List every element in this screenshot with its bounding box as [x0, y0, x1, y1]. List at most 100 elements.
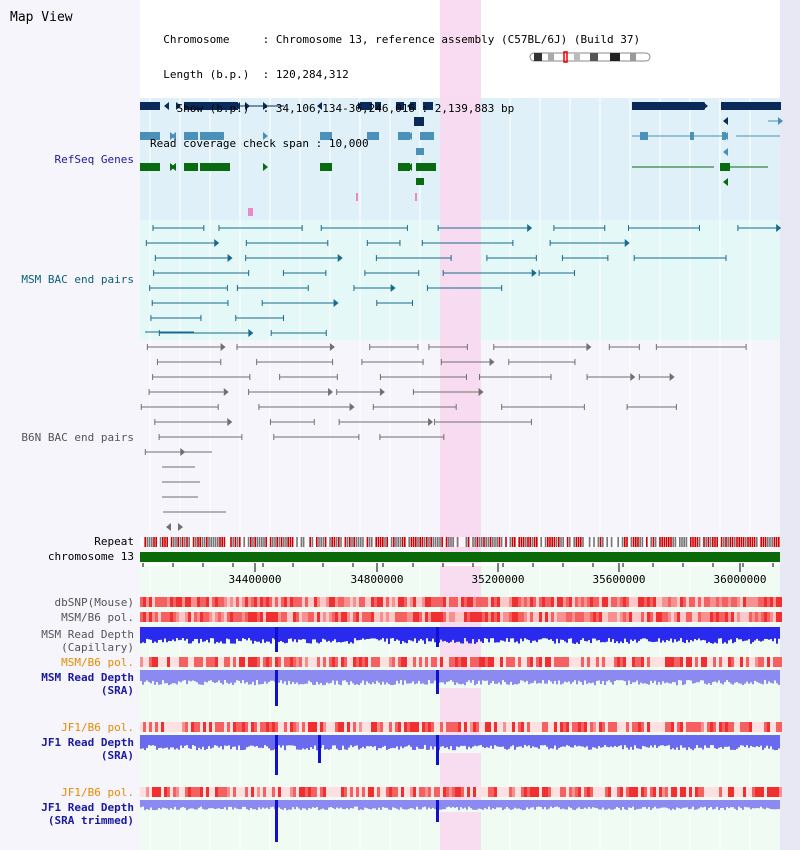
polymorphism-cell: [365, 612, 368, 622]
depth-bar: [474, 670, 476, 686]
repeat-mark: [269, 537, 272, 547]
polymorphism-cell: [671, 597, 674, 607]
polymorphism-cell: [341, 787, 344, 797]
depth-bar: [778, 627, 780, 639]
polymorphism-cell: [236, 657, 239, 667]
depth-bar: [642, 800, 644, 808]
depth-bar: [148, 670, 150, 683]
depth-bar: [316, 800, 318, 808]
depth-bar: [292, 800, 294, 808]
polymorphism-cell: [557, 657, 560, 667]
depth-bar: [422, 670, 424, 684]
depth-bar: [192, 670, 194, 681]
depth-bar: [334, 670, 336, 685]
bac-end-arrow: [624, 239, 630, 247]
depth-bar: [768, 735, 770, 749]
polymorphism-cell: [566, 787, 569, 797]
bac-end-arrow: [527, 224, 533, 232]
depth-bar: [302, 627, 304, 639]
polymorphism-cell: [455, 597, 458, 607]
repeat-mark: [283, 537, 285, 547]
polymorphism-cell: [575, 612, 578, 622]
depth-bar: [200, 735, 202, 750]
polymorphism-cell: [494, 612, 497, 622]
depth-bar: [746, 735, 748, 746]
label-b6n-bac-end-pairs[interactable]: B6N BAC end pairs: [21, 431, 134, 444]
depth-bar: [570, 800, 572, 808]
depth-bar: [672, 735, 674, 749]
polymorphism-cell: [218, 787, 221, 797]
depth-bar: [616, 800, 618, 808]
repeat-mark: [344, 537, 347, 547]
depth-bar: [598, 735, 600, 747]
repeat-mark: [606, 537, 608, 547]
polymorphism-cell: [599, 657, 602, 667]
polymorphism-cell: [278, 787, 281, 797]
polymorphism-cell: [371, 722, 374, 732]
polymorphism-cell: [455, 787, 458, 797]
depth-bar: [240, 627, 242, 642]
depth-bar: [634, 627, 636, 640]
repeat-mark: [619, 537, 622, 547]
polymorphism-cell: [170, 787, 173, 797]
depth-bar: [600, 627, 602, 643]
repeat-mark: [254, 537, 256, 547]
polymorphism-cell: [149, 787, 152, 797]
depth-bar: [548, 670, 550, 681]
polymorphism-cell: [308, 787, 311, 797]
depth-bar: [724, 627, 726, 643]
depth-bar: [742, 800, 744, 810]
repeat-mark: [357, 537, 360, 547]
depth-bar: [516, 735, 518, 748]
chromosome-ideogram[interactable]: [529, 51, 651, 63]
depth-bar: [154, 800, 156, 811]
polymorphism-cell: [626, 657, 629, 667]
depth-bar: [550, 670, 552, 682]
polymorphism-cell: [551, 657, 554, 667]
polymorphism-cell: [299, 597, 302, 607]
selected-region-highlight[interactable]: [440, 0, 481, 850]
depth-bar: [702, 627, 704, 640]
polymorphism-cell: [497, 657, 500, 667]
polymorphism-cell: [770, 612, 773, 622]
depth-bar: [660, 800, 662, 808]
repeat-mark: [591, 537, 593, 547]
depth-bar: [280, 670, 282, 681]
polymorphism-cell: [209, 787, 212, 797]
polymorphism-cell: [638, 787, 641, 797]
polymorphism-cell: [467, 612, 470, 622]
repeat-mark: [305, 537, 307, 547]
depth-bar: [732, 735, 734, 750]
depth-bar: [360, 735, 362, 749]
polymorphism-cell: [302, 787, 305, 797]
polymorphism-cell: [596, 612, 599, 622]
label-refseq-genes[interactable]: RefSeq Genes: [54, 153, 134, 166]
strand-arrow: [235, 102, 240, 110]
depth-bar: [356, 670, 358, 685]
polymorphism-cell: [335, 787, 338, 797]
depth-bar: [604, 670, 606, 685]
label-msm-bac-end-pairs[interactable]: MSM BAC end pairs: [21, 273, 134, 286]
polymorphism-cell: [161, 612, 164, 622]
depth-bar: [672, 670, 674, 683]
repeat-mark: [738, 537, 740, 547]
repeat-mark: [676, 537, 679, 547]
polymorphism-cell: [146, 612, 149, 622]
depth-bar: [306, 670, 308, 684]
depth-bar: [624, 800, 626, 810]
bac-end-arrow: [333, 299, 339, 307]
polymorphism-cell: [512, 612, 515, 622]
depth-bar: [670, 735, 672, 750]
polymorphism-cell: [527, 787, 530, 797]
polymorphism-cell: [386, 787, 389, 797]
polymorphism-cell: [356, 597, 359, 607]
depth-bar: [194, 670, 196, 682]
depth-bar: [526, 800, 528, 808]
polymorphism-cell: [551, 787, 554, 797]
strand-arrow: [407, 132, 412, 140]
depth-bar: [352, 735, 354, 748]
gene-exon: [320, 163, 332, 171]
repeat-mark: [725, 537, 727, 547]
depth-bar: [732, 627, 734, 644]
depth-bar: [254, 627, 256, 641]
